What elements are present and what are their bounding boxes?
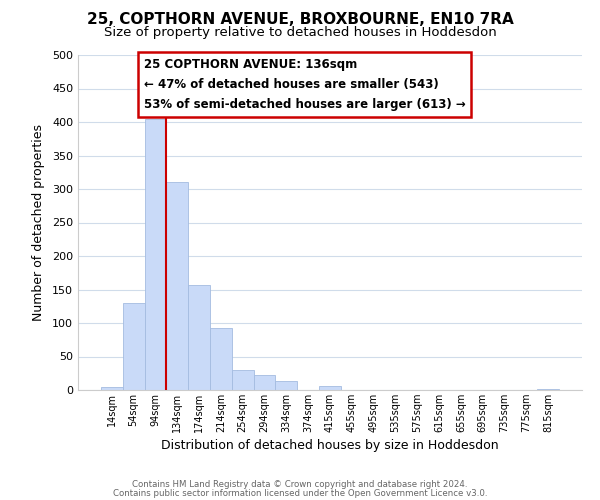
Y-axis label: Number of detached properties: Number of detached properties — [32, 124, 45, 321]
Bar — [166, 182, 188, 390]
Bar — [254, 376, 275, 390]
Text: 25 COPTHORN AVENUE: 136sqm
← 47% of detached houses are smaller (543)
53% of sem: 25 COPTHORN AVENUE: 136sqm ← 47% of deta… — [143, 58, 465, 112]
Bar — [101, 386, 123, 390]
Bar — [319, 386, 341, 390]
Bar — [188, 285, 210, 390]
Bar — [275, 380, 297, 390]
Text: Contains HM Land Registry data © Crown copyright and database right 2024.: Contains HM Land Registry data © Crown c… — [132, 480, 468, 489]
Bar — [210, 328, 232, 390]
X-axis label: Distribution of detached houses by size in Hoddesdon: Distribution of detached houses by size … — [161, 439, 499, 452]
Bar — [232, 370, 254, 390]
Bar — [123, 303, 145, 390]
Bar — [537, 388, 559, 390]
Text: Contains public sector information licensed under the Open Government Licence v3: Contains public sector information licen… — [113, 489, 487, 498]
Text: Size of property relative to detached houses in Hoddesdon: Size of property relative to detached ho… — [104, 26, 496, 39]
Bar — [145, 118, 166, 390]
Text: 25, COPTHORN AVENUE, BROXBOURNE, EN10 7RA: 25, COPTHORN AVENUE, BROXBOURNE, EN10 7R… — [86, 12, 514, 28]
